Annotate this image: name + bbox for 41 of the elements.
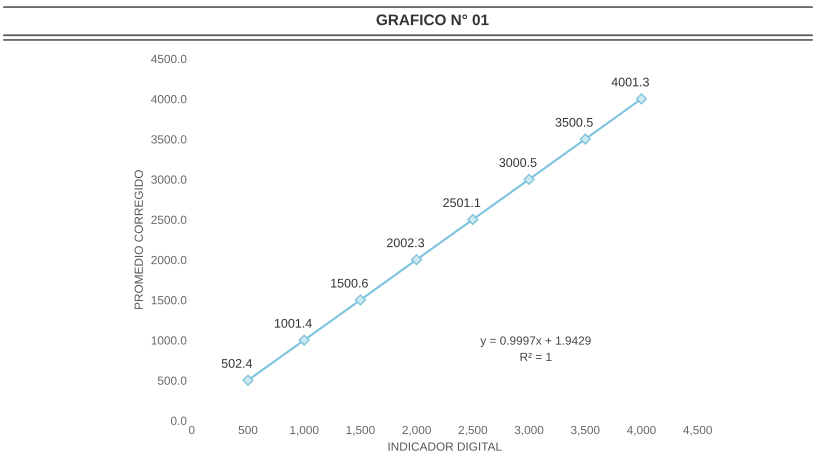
- point: [636, 93, 648, 104]
- x-tick-label: 4,000: [626, 426, 656, 436]
- point: [411, 254, 422, 266]
- y-tick-label: 1000.0: [152, 336, 186, 345]
- x-tick-label: 2,000: [402, 426, 431, 436]
- data-label: 4001.3: [612, 78, 649, 86]
- y-tick-label: 4500.0: [151, 54, 186, 64]
- y-tick-label: 2000.0: [151, 256, 186, 264]
- point: [242, 374, 254, 386]
- x-tick-label: 1,000: [290, 426, 318, 436]
- annotation: R² = 1: [520, 352, 552, 361]
- x-tick-label: 3,000: [514, 426, 544, 436]
- point: [467, 214, 478, 226]
- data-label: 2501.1: [443, 198, 480, 208]
- data-label: 3000.5: [499, 158, 537, 167]
- data-label: 1001.4: [274, 318, 312, 328]
- x-tick-label: 0: [188, 426, 195, 434]
- data-label: 1500.6: [331, 278, 368, 288]
- point: [580, 134, 591, 145]
- x-axis-title: INDICADOR DIGITAL: [388, 442, 502, 451]
- y-tick-label: 2500.0: [151, 216, 186, 224]
- x-tick-label: 2,500: [458, 426, 488, 436]
- y-tick-label: 4000.0: [151, 94, 186, 104]
- y-tick-label: 3500.0: [151, 135, 186, 144]
- data-label: 2002.3: [387, 238, 424, 248]
- y-tick-label: 3000.0: [151, 175, 186, 184]
- data-label: 3500.5: [556, 118, 593, 127]
- chart-title: GRAFICO N° 01: [376, 14, 489, 26]
- y-tick-label: 1500.0: [152, 296, 186, 304]
- point: [523, 174, 535, 185]
- point: [298, 334, 310, 346]
- y-tick-label: 500.0: [158, 376, 186, 385]
- x-tick-label: 1,500: [346, 426, 375, 436]
- x-tick-label: 500: [238, 426, 258, 434]
- point: [354, 294, 366, 306]
- y-axis-title: PROMEDIO CORREGIDO: [134, 170, 143, 309]
- data-label: 502.4: [222, 359, 252, 368]
- annotation: y = 0.9997x + 1.9429: [480, 336, 591, 348]
- y-tick-label: 0.0: [170, 416, 186, 426]
- x-tick-label: 4,500: [683, 426, 712, 436]
- x-tick-label: 3,500: [570, 426, 600, 436]
